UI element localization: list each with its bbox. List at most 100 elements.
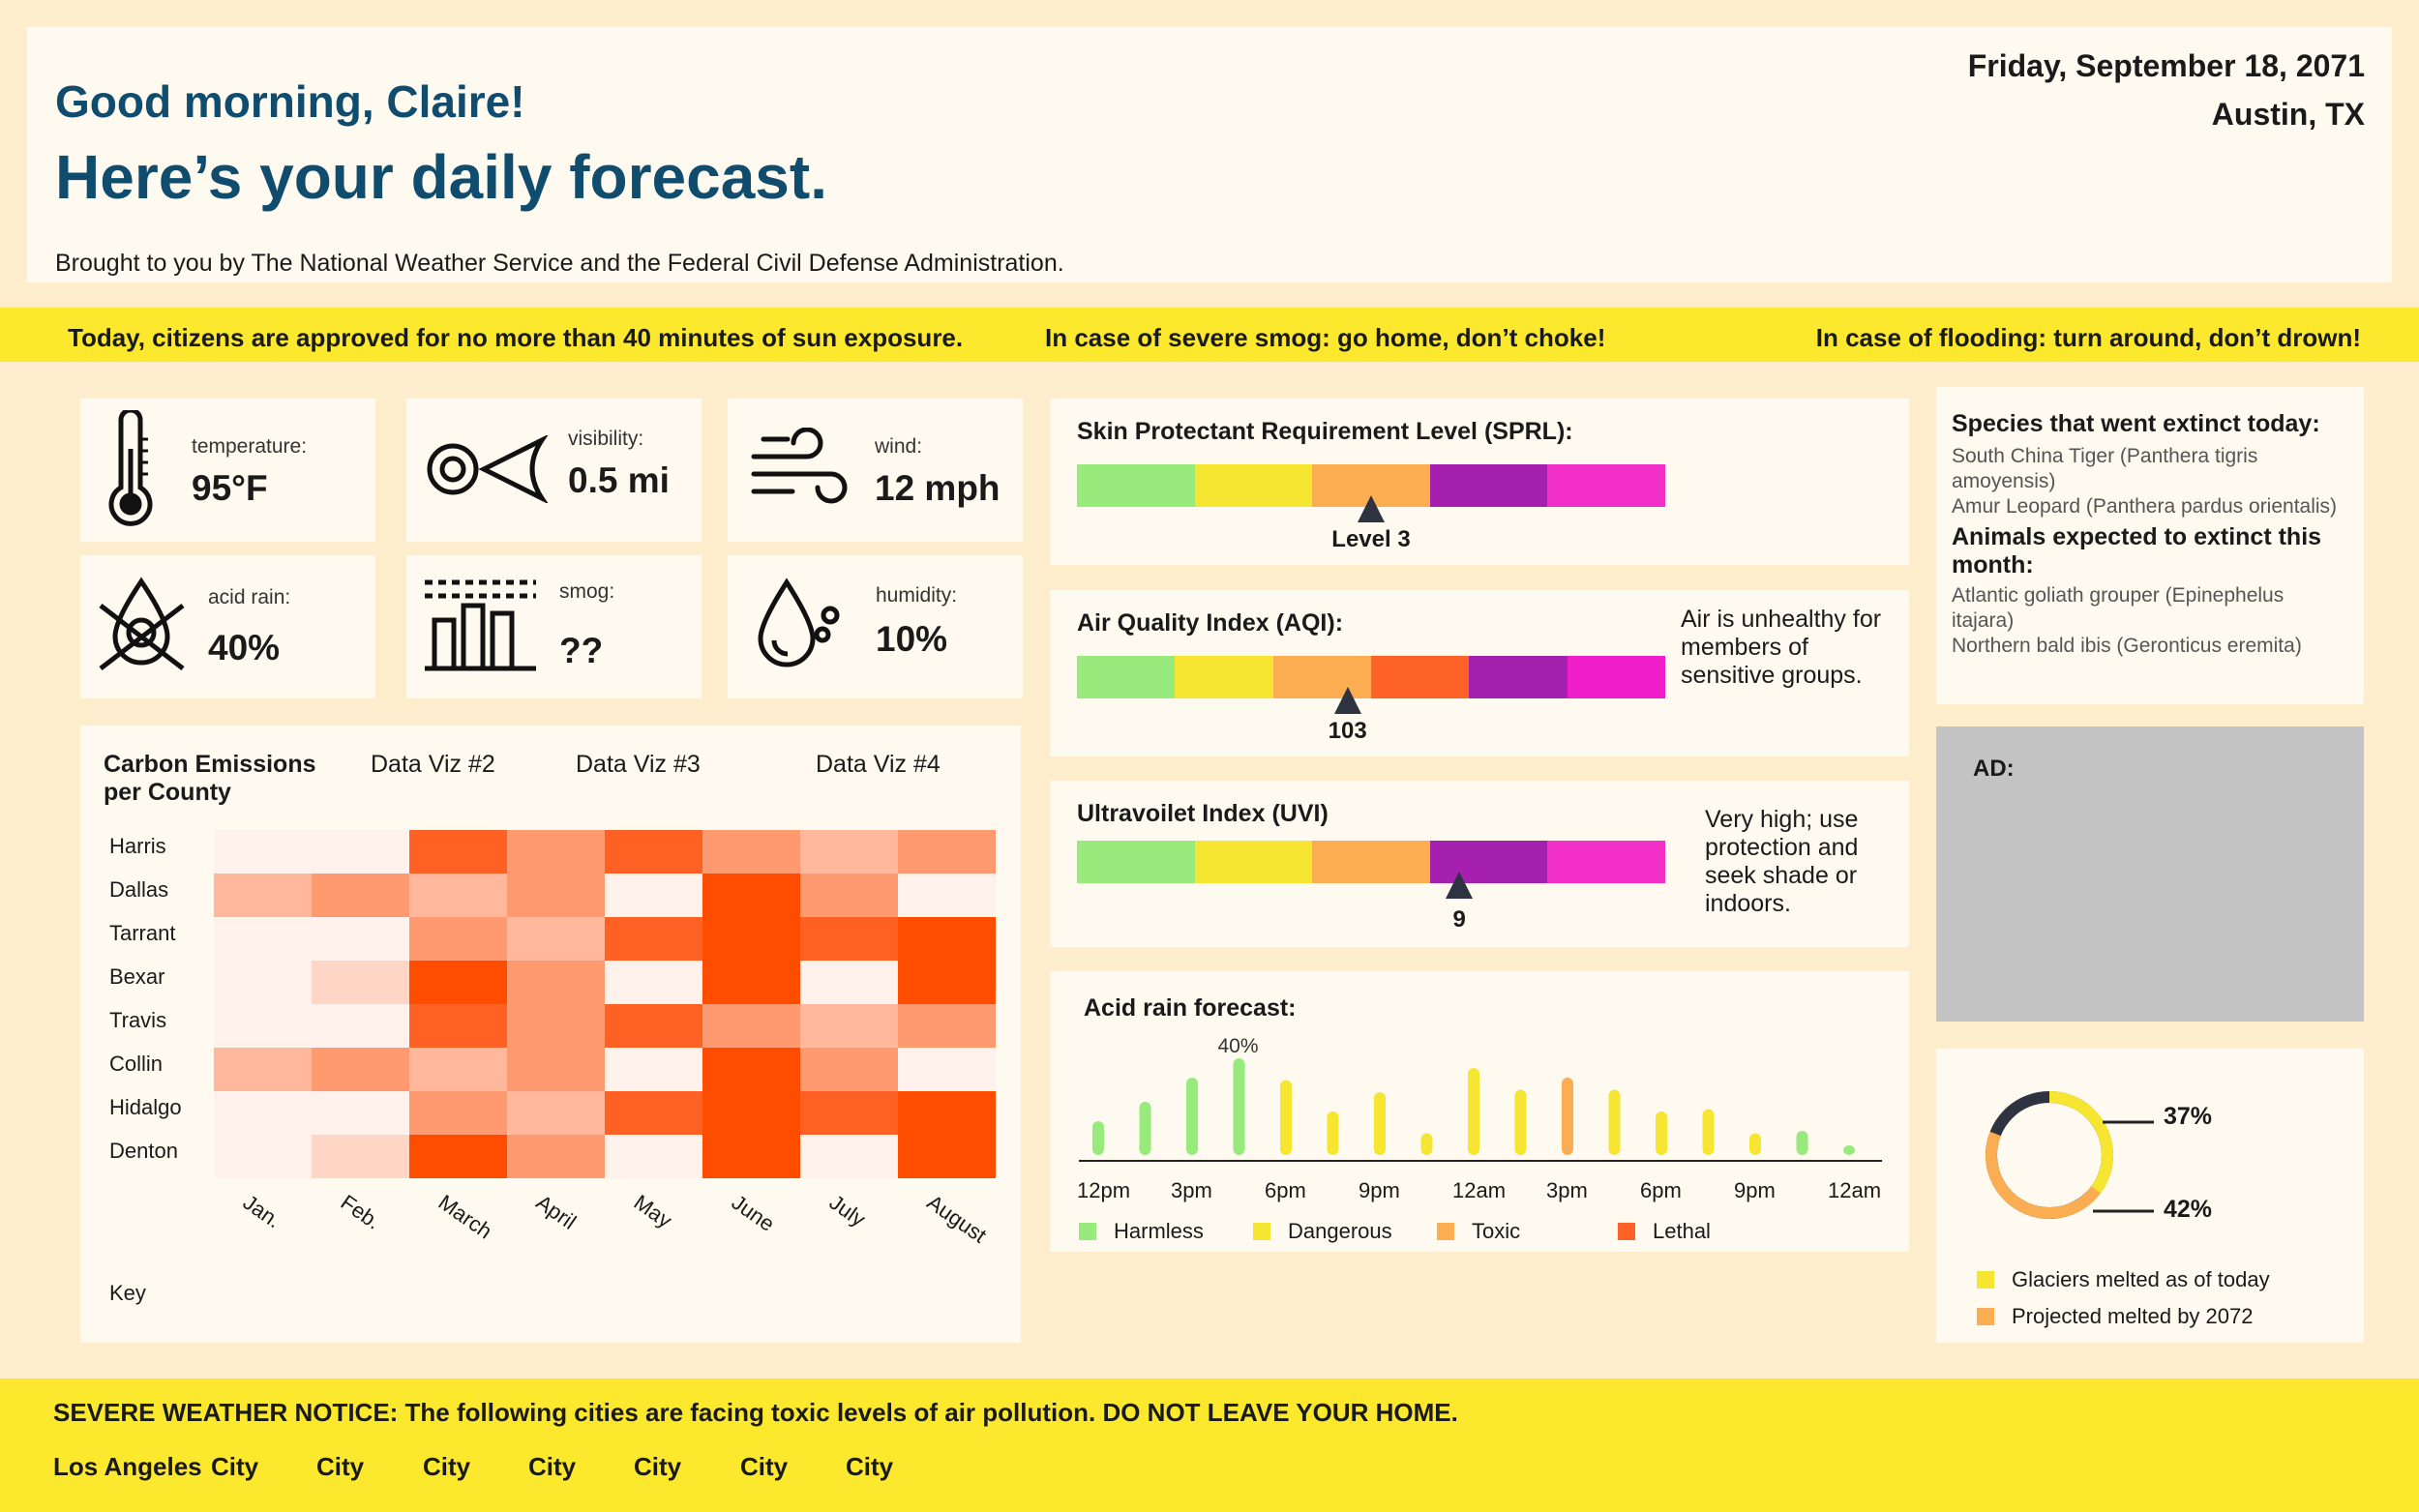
temperature-card: temperature: 95°F: [80, 399, 375, 542]
aqi-scale-segment: [1371, 656, 1470, 698]
heatmap-cell: [605, 1048, 702, 1091]
smog-card: smog: ??: [406, 555, 702, 698]
tab-data-viz-4[interactable]: Data Viz #4: [816, 751, 941, 778]
sprl-card: Skin Protectant Requirement Level (SPRL)…: [1050, 399, 1909, 565]
heatmap-cell: [507, 1135, 605, 1178]
acid-rain-forecast-card: Acid rain forecast: 40% 12pm 3pm 6pm 9pm 12a…: [1050, 971, 1909, 1252]
aqi-title: Air Quality Index (AQI):: [1077, 609, 1344, 637]
heatmap-column-label: July: [824, 1190, 871, 1231]
sprl-pointer-icon: [1358, 495, 1385, 522]
donut-segment-today: [2048, 1091, 2113, 1200]
aqi-note: Air is unhealthy for members of sensitiv…: [1681, 606, 1882, 689]
aqi-scale-segment: [1567, 656, 1666, 698]
extinct-today-title: Species that went extinct today:: [1952, 410, 2320, 437]
expected-species-2: Northern bald ibis (Geronticus eremita): [1952, 635, 2302, 657]
advisory-banner: Today, citizens are approved for no more…: [0, 308, 2419, 362]
brought-by-text: Brought to you by The National Weather S…: [55, 250, 1064, 277]
heatmap-cell: [312, 1004, 409, 1048]
heatmap-column-label: April: [531, 1190, 582, 1234]
heatmap-cell: [605, 1004, 702, 1048]
heatmap-cell: [898, 1004, 996, 1048]
heatmap-cell: [702, 1091, 800, 1135]
toxic-city-item: City: [846, 1452, 894, 1481]
location-text: Austin, TX: [2211, 97, 2365, 132]
uvi-pointer-icon: [1446, 872, 1474, 899]
acid-forecast-time-label: 3pm: [1171, 1178, 1212, 1202]
heatmap-cell: [702, 830, 800, 874]
heatmap-column-label: March: [433, 1190, 497, 1244]
acid-rain-bar: [1608, 1089, 1621, 1155]
uvi-scale-segment: [1547, 841, 1666, 883]
sun-exposure-advisory: Today, citizens are approved for no more…: [68, 323, 964, 352]
heatmap-cell: [898, 874, 996, 917]
donut-segment-projected: [1986, 1131, 2102, 1219]
heatmap-cell: [800, 1048, 898, 1091]
sprl-title: Skin Protectant Requirement Level (SPRL)…: [1077, 418, 1573, 445]
heatmap-cell: [507, 961, 605, 1004]
uvi-note: Very high; use protection and seek shade…: [1705, 806, 1859, 917]
extinct-species-2: Amur Leopard (Panthera pardus orientalis…: [1952, 495, 2338, 518]
ad-label: AD:: [1973, 756, 2015, 782]
expected-species-1: Atlantic goliath grouper (Epinephelus it…: [1952, 584, 2285, 632]
heatmap-cell: [409, 1004, 507, 1048]
heatmap-row-label: Travis: [109, 1008, 167, 1032]
acid-forecast-time-label: 9pm: [1734, 1178, 1776, 1202]
heatmap-cell: [214, 961, 312, 1004]
acid-rain-bar: [1280, 1080, 1292, 1155]
temperature-label: temperature:: [192, 435, 308, 458]
heatmap-row-label: Denton: [109, 1139, 178, 1163]
severe-weather-notice: SEVERE WEATHER NOTICE: The following cit…: [53, 1398, 1458, 1427]
page-title: Here’s your daily forecast.: [55, 142, 827, 212]
heatmap-cell: [507, 1091, 605, 1135]
heatmap-cell: [800, 1135, 898, 1178]
wind-card: wind: 12 mph: [728, 399, 1023, 542]
acid-rain-card: acid rain: 40%: [80, 555, 375, 698]
heatmap-grid: [214, 830, 996, 1178]
sprl-scale-segment: [1429, 464, 1548, 507]
wind-value: 12 mph: [875, 468, 1000, 508]
glacier-legend-today: Glaciers melted as of today: [1977, 1267, 2270, 1292]
aqi-scale-bar: [1077, 656, 1666, 698]
heatmap-cell: [898, 961, 996, 1004]
acid-forecast-time-label: 12am: [1828, 1178, 1882, 1202]
tab-data-viz-2[interactable]: Data Viz #2: [371, 751, 495, 778]
thermometer-icon: [108, 410, 153, 526]
heatmap-column-label: May: [629, 1190, 677, 1233]
heatmap-row-label: Collin: [109, 1052, 164, 1076]
uvi-scale-segment: [1312, 841, 1431, 883]
toxic-city-item: Los Angeles: [53, 1452, 202, 1481]
heatmap-cell: [214, 1048, 312, 1091]
sprl-scale-segment: [1194, 464, 1313, 507]
heatmap-cell: [898, 1135, 996, 1178]
heatmap-cell: [605, 1091, 702, 1135]
acid-rain-bar: [1468, 1068, 1479, 1155]
advertisement-slot[interactable]: AD:: [1936, 726, 2364, 1022]
acid-forecast-legend-item: Toxic: [1437, 1219, 1520, 1244]
glacier-donut-chart: [1986, 1091, 2154, 1219]
sprl-scale-bar: [1077, 464, 1666, 507]
temperature-value: 95°F: [192, 468, 268, 508]
acid-rain-bar: [1843, 1145, 1855, 1155]
heatmap-cell: [605, 917, 702, 961]
heatmap-cell: [214, 1135, 312, 1178]
heatmap-cell: [898, 1091, 996, 1135]
expected-extinct-title: Animals expected to extinct this month:: [1952, 523, 2322, 578]
carbon-emissions-card: Carbon Emissions per County Data Viz #2 …: [80, 726, 1021, 1343]
heatmap-cell: [507, 874, 605, 917]
eye-icon: [427, 435, 549, 503]
heatmap-cell: [409, 961, 507, 1004]
acid-forecast-time-label: 9pm: [1359, 1178, 1400, 1202]
heatmap-cell: [800, 874, 898, 917]
acid-rain-bar: [1514, 1089, 1527, 1155]
aqi-pointer-icon: [1333, 687, 1361, 714]
uvi-card: Ultravoilet Index (UVI) 9 Very high; use…: [1050, 781, 1909, 947]
acid-rain-bar: [1562, 1078, 1573, 1155]
toxic-city-item: City: [740, 1452, 789, 1481]
heatmap-cell: [800, 917, 898, 961]
acid-rain-bar: [1092, 1121, 1104, 1155]
tab-data-viz-3[interactable]: Data Viz #3: [576, 751, 701, 778]
heatmap-cell: [507, 830, 605, 874]
heatmap-cell: [409, 830, 507, 874]
heatmap-column-label: August: [922, 1190, 992, 1248]
acid-rain-bar: [1327, 1112, 1339, 1155]
